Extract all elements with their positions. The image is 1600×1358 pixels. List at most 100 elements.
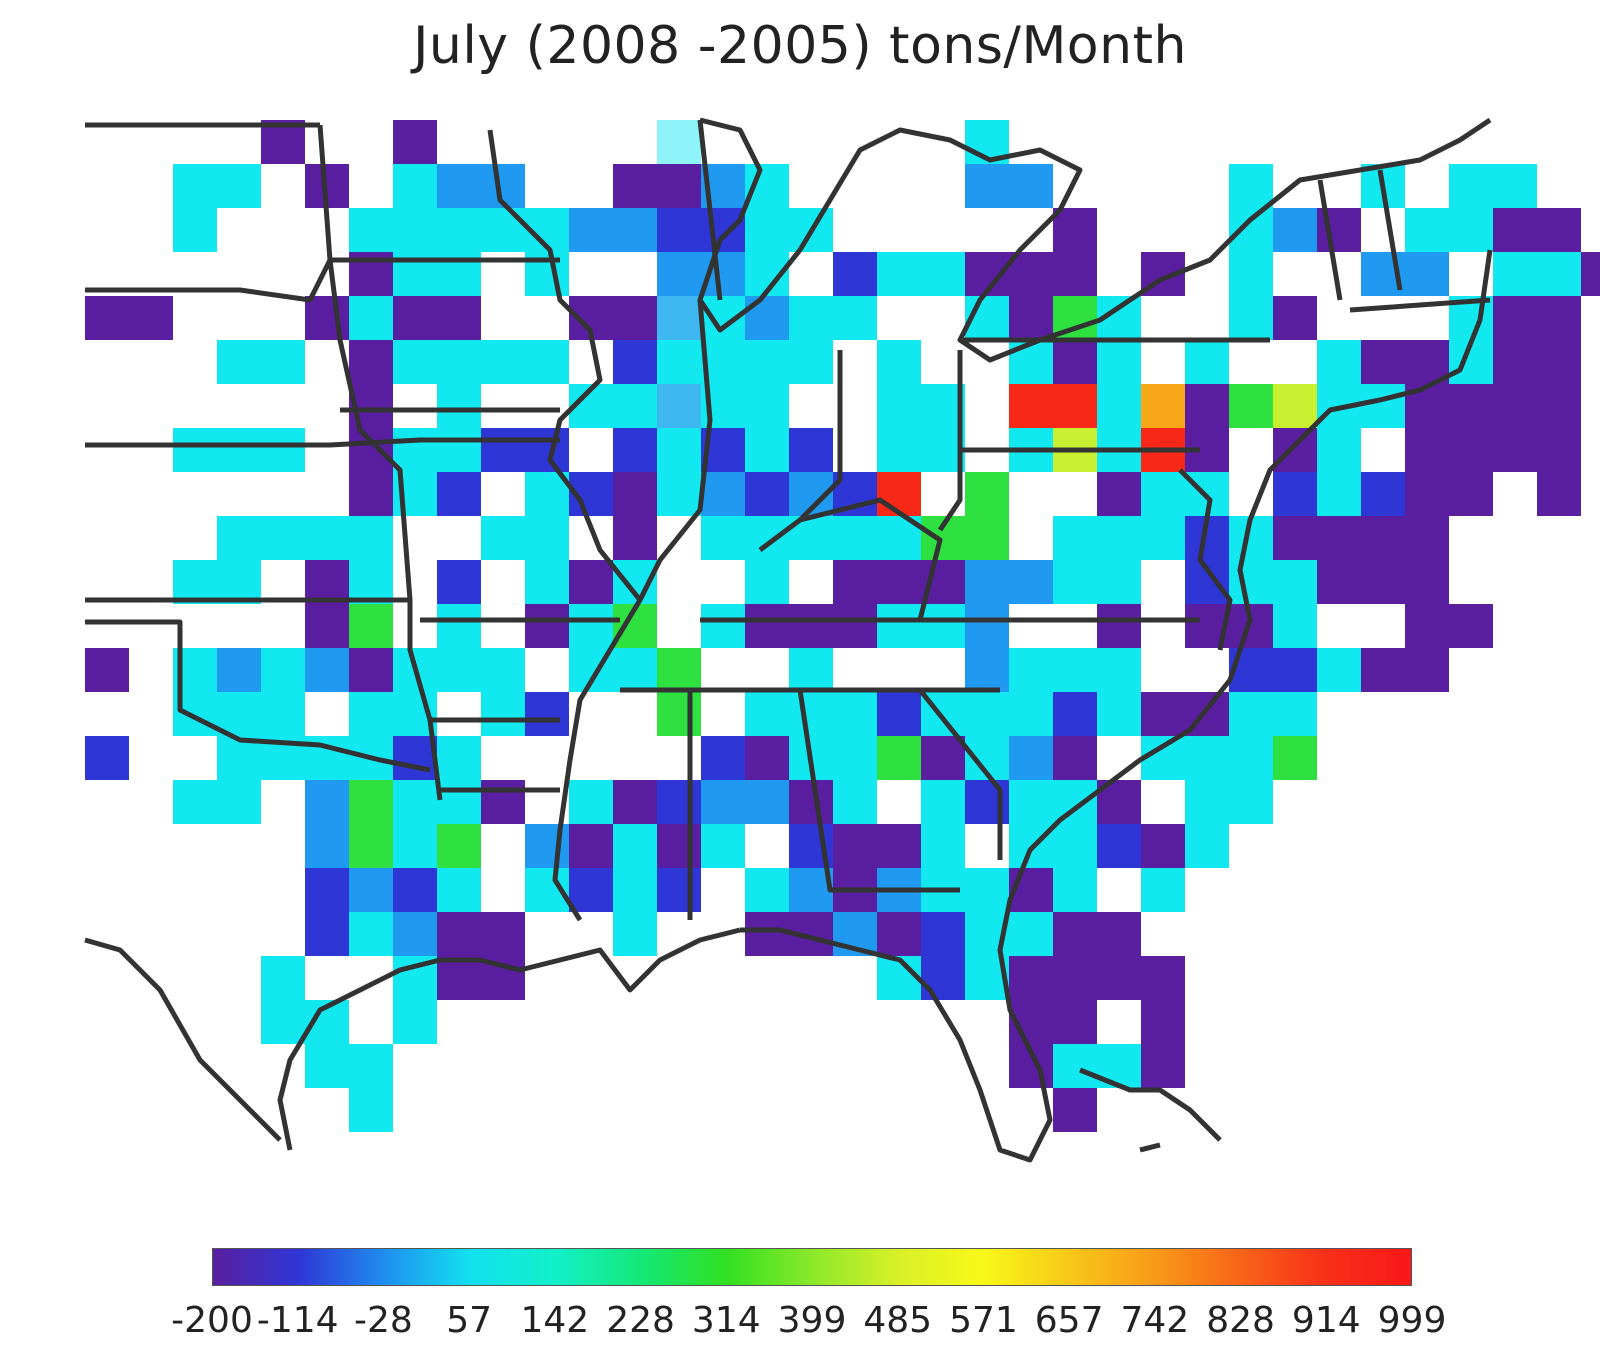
border-texas-west <box>84 937 282 1142</box>
heatmap-cell <box>437 956 481 1000</box>
heatmap-cell <box>877 912 921 956</box>
heatmap-cell <box>481 780 525 824</box>
colorbar-tick-label: 571 <box>949 1300 1018 1341</box>
heatmap-cell <box>305 648 349 692</box>
heatmap-cell <box>1009 296 1053 340</box>
heatmap-cell <box>833 824 877 868</box>
heatmap-cell <box>437 604 481 648</box>
heatmap-cell <box>1273 208 1317 252</box>
heatmap-cell <box>393 912 437 956</box>
heatmap-cell <box>1185 736 1229 780</box>
heatmap-cell <box>1537 252 1581 296</box>
heatmap-cell <box>745 340 789 384</box>
heatmap-cell <box>437 340 481 384</box>
heatmap-cell <box>789 692 833 736</box>
heatmap-cell <box>1361 384 1405 428</box>
heatmap-cell <box>1009 736 1053 780</box>
heatmap-cell <box>1053 824 1097 868</box>
heatmap-cell <box>965 692 1009 736</box>
heatmap-cell <box>877 692 921 736</box>
heatmap-cell <box>613 208 657 252</box>
heatmap-cell <box>217 164 261 208</box>
heatmap-cell <box>1141 516 1185 560</box>
colorbar-tick-label: 228 <box>606 1300 675 1341</box>
heatmap-cell <box>305 868 349 912</box>
heatmap-cell <box>349 1044 393 1088</box>
heatmap-cell <box>965 648 1009 692</box>
heatmap-cell <box>481 208 525 252</box>
heatmap-cell <box>745 604 789 648</box>
heatmap-cell <box>393 428 437 472</box>
heatmap-cell <box>965 868 1009 912</box>
border-sd-ne <box>85 257 560 303</box>
heatmap-cell <box>1185 824 1229 868</box>
heatmap-cell <box>1229 560 1273 604</box>
heatmap-cell <box>1097 824 1141 868</box>
heatmap-cell <box>877 428 921 472</box>
heatmap-cell <box>173 560 217 604</box>
heatmap-cell <box>217 560 261 604</box>
colorbar-tick-label: 742 <box>1120 1300 1190 1341</box>
heatmap-cell <box>217 780 261 824</box>
heatmap-cell <box>261 428 305 472</box>
heatmap-cell <box>657 208 701 252</box>
heatmap-cell <box>217 428 261 472</box>
border-chesapeake <box>1178 468 1233 651</box>
heatmap-cell <box>613 912 657 956</box>
border-cuba <box>1079 1067 1222 1142</box>
colorbar-tick-label: -114 <box>256 1300 339 1341</box>
heatmap-cell <box>657 472 701 516</box>
heatmap-cell <box>85 296 129 340</box>
border-ny-vt <box>1317 179 1343 301</box>
heatmap-cell <box>1097 956 1141 1000</box>
heatmap-cell <box>261 692 305 736</box>
heatmap-cell <box>173 428 217 472</box>
heatmap-cell <box>1009 780 1053 824</box>
heatmap-cell <box>349 340 393 384</box>
heatmap-cell <box>1053 1000 1097 1044</box>
heatmap-cell <box>569 868 613 912</box>
heatmap-cell <box>613 516 657 560</box>
heatmap-cell <box>877 384 921 428</box>
heatmap-cell <box>613 868 657 912</box>
heatmap-cell <box>129 296 173 340</box>
heatmap-cell <box>1141 1000 1185 1044</box>
heatmap-cell <box>789 648 833 692</box>
heatmap-cell <box>701 780 745 824</box>
border-mississippi <box>487 129 643 922</box>
heatmap-cell <box>1273 604 1317 648</box>
heatmap-cell <box>349 1088 393 1132</box>
heatmap-map <box>84 117 1600 1163</box>
heatmap-cell <box>1449 384 1493 428</box>
heatmap-cell <box>1317 516 1361 560</box>
heatmap-cell <box>1053 252 1097 296</box>
heatmap-cell <box>1405 648 1449 692</box>
heatmap-cell <box>393 120 437 164</box>
heatmap-cell <box>349 296 393 340</box>
heatmap-cell <box>1273 296 1317 340</box>
heatmap-cell <box>1141 472 1185 516</box>
heatmap-cell <box>1493 252 1537 296</box>
heatmap-cell <box>613 296 657 340</box>
heatmap-cells <box>85 120 1600 1132</box>
heatmap-cell <box>789 428 833 472</box>
heatmap-cell <box>789 780 833 824</box>
heatmap-cell <box>349 824 393 868</box>
heatmap-cell <box>1361 560 1405 604</box>
heatmap-cell <box>701 824 745 868</box>
heatmap-cell <box>437 428 481 472</box>
heatmap-cell <box>1141 868 1185 912</box>
heatmap-cell <box>1009 252 1053 296</box>
heatmap-cell <box>657 340 701 384</box>
heatmap-cell <box>1009 340 1053 384</box>
heatmap-cell <box>305 824 349 868</box>
heatmap-cell <box>833 604 877 648</box>
heatmap-cell-highlight <box>1141 384 1185 428</box>
heatmap-cell <box>1537 384 1581 428</box>
heatmap-cell <box>1273 648 1317 692</box>
heatmap-cell <box>1053 340 1097 384</box>
heatmap-cell <box>1405 560 1449 604</box>
heatmap-cell <box>1449 164 1493 208</box>
heatmap-cell <box>745 296 789 340</box>
heatmap-cell <box>1493 340 1537 384</box>
